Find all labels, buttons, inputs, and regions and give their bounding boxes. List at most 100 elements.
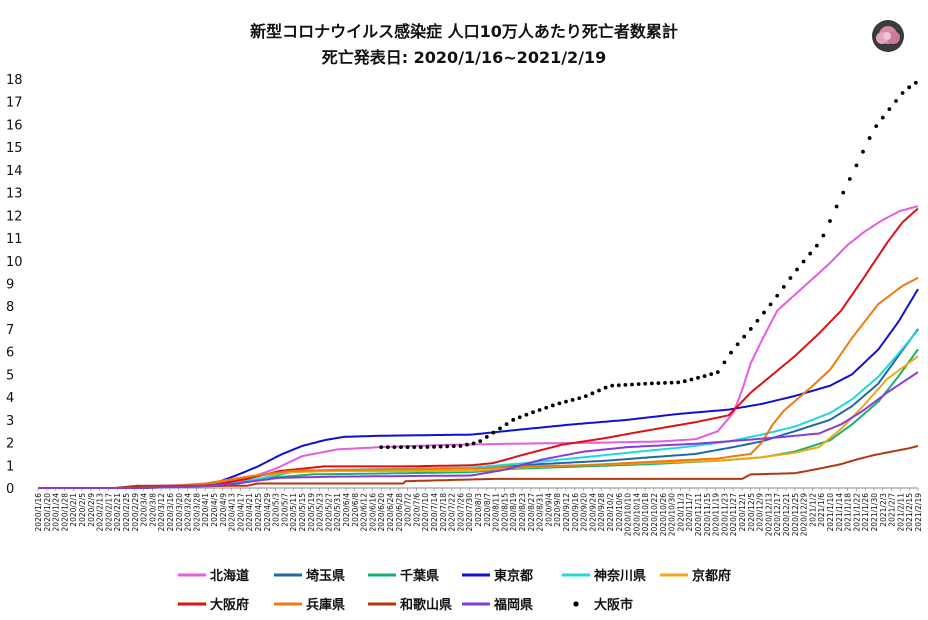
- x-tick-label: 2020/10/2: [606, 493, 615, 532]
- data-point: [742, 334, 747, 339]
- x-tick-label: 2020/4/9: [219, 493, 228, 527]
- data-point: [847, 177, 852, 181]
- x-tick-label: 2021/1/18: [844, 493, 853, 532]
- series-line: [38, 445, 919, 489]
- x-tick-label: 2020/6/20: [377, 493, 386, 532]
- x-tick-label: 2021/1/26: [861, 493, 870, 532]
- data-point: [524, 412, 529, 417]
- x-tick-label: 2021/2/3: [879, 493, 888, 527]
- legend-item: 北海道: [178, 568, 249, 584]
- legend-item: 京都府: [660, 568, 731, 584]
- x-tick-label: 2020/6/12: [360, 493, 369, 532]
- x-tick-label: 2020/5/7: [280, 493, 289, 527]
- x-tick-label: 2020/8/7: [483, 493, 492, 527]
- data-point: [432, 444, 436, 449]
- data-point: [418, 445, 423, 449]
- x-tick-label: 2020/5/3: [272, 493, 281, 527]
- data-point: [894, 99, 898, 103]
- data-point: [715, 370, 720, 375]
- data-point: [537, 408, 542, 412]
- legend-item: 埼玉県: [274, 568, 345, 584]
- x-tick-label: 2020/5/19: [307, 493, 316, 532]
- y-tick-label: 9: [6, 278, 14, 293]
- x-tick-label: 2020/7/10: [421, 493, 430, 532]
- x-tick-label: 2020/2/5: [78, 493, 87, 527]
- legend-label: 京都府: [692, 568, 731, 584]
- legend-item: 東京都: [462, 568, 533, 584]
- y-tick-label: 3: [6, 414, 14, 429]
- x-tick-label: 2020/11/15: [703, 493, 712, 536]
- x-tick-label: 2020/10/18: [641, 493, 650, 536]
- data-point: [597, 388, 601, 393]
- data-point: [498, 426, 502, 431]
- data-point: [425, 445, 430, 449]
- data-point: [709, 372, 714, 377]
- x-tick-label: 2020/2/1: [69, 493, 78, 527]
- data-point: [465, 442, 469, 447]
- x-tick-label: 2020/6/4: [342, 493, 351, 527]
- y-tick-label: 4: [6, 391, 14, 406]
- x-tick-label: 2020/8/31: [536, 493, 545, 532]
- chart-subtitle: 死亡発表日: 2020/1/16~2021/2/19: [321, 48, 607, 67]
- series-line: [38, 288, 919, 489]
- data-point: [841, 190, 846, 195]
- x-tick-label: 2020/12/25: [791, 493, 800, 536]
- legend-item: 福岡県: [462, 597, 533, 613]
- x-tick-label: 2020/2/13: [96, 493, 105, 532]
- data-point: [531, 410, 535, 415]
- x-tick-label: 2020/10/26: [659, 493, 668, 536]
- legend-swatch: [573, 601, 579, 607]
- data-point: [861, 149, 865, 154]
- x-tick-label: 2020/3/12: [157, 493, 166, 532]
- x-tick-label: 2020/9/12: [562, 493, 571, 532]
- series-line: [38, 207, 919, 489]
- x-tick-label: 2020/12/5: [747, 493, 756, 532]
- data-point: [828, 219, 832, 223]
- data-point: [722, 360, 727, 365]
- y-tick-label: 1: [6, 459, 14, 474]
- data-point: [590, 391, 595, 396]
- x-tick-label: 2021/1/30: [870, 493, 879, 532]
- series-8: [38, 276, 919, 489]
- data-point: [880, 115, 885, 120]
- x-tick-label: 2021/2/7: [888, 493, 897, 527]
- x-tick-label: 2020/11/23: [720, 493, 729, 536]
- x-tick-label: 2020/10/30: [668, 493, 677, 536]
- data-point: [834, 204, 839, 209]
- y-tick-label: 14: [6, 164, 23, 179]
- data-point: [755, 318, 760, 323]
- legend-label: 埼玉県: [306, 568, 345, 584]
- x-tick-label: 2020/5/31: [333, 493, 342, 532]
- legend-item: 和歌山県: [368, 597, 452, 613]
- data-point: [564, 399, 568, 404]
- x-tick-label: 2020/7/30: [465, 493, 474, 532]
- x-tick-label: 2020/7/26: [456, 493, 465, 532]
- x-tick-label: 2020/3/20: [175, 493, 184, 532]
- y-tick-label: 16: [6, 118, 23, 133]
- x-tick-label: 2020/11/7: [685, 493, 694, 532]
- data-point: [570, 398, 575, 402]
- data-point: [544, 405, 549, 410]
- x-axis-ticks: 2020/1/16 2020/1/20 2020/1/24 2020/1/28 2020…: [34, 488, 923, 536]
- data-point: [445, 444, 450, 449]
- data-point: [775, 293, 780, 298]
- x-tick-label: 2020/2/9: [87, 493, 96, 527]
- data-point: [623, 382, 628, 387]
- x-tick-label: 2020/5/15: [298, 493, 307, 532]
- data-point: [491, 430, 496, 435]
- data-point: [616, 383, 621, 388]
- series-11: [379, 80, 918, 449]
- x-tick-label: 2020/3/4: [140, 493, 149, 527]
- data-point: [550, 403, 555, 408]
- data-point: [676, 380, 681, 385]
- x-tick-label: 2020/7/22: [448, 493, 457, 532]
- data-point: [702, 374, 707, 378]
- legend-label: 北海道: [210, 568, 249, 584]
- x-tick-label: 2020/1/28: [60, 493, 69, 532]
- data-point: [478, 439, 483, 444]
- x-tick-label: 2020/7/6: [412, 493, 421, 527]
- x-tick-label: 2020/11/19: [712, 493, 721, 536]
- x-tick-label: 2020/3/16: [166, 493, 175, 532]
